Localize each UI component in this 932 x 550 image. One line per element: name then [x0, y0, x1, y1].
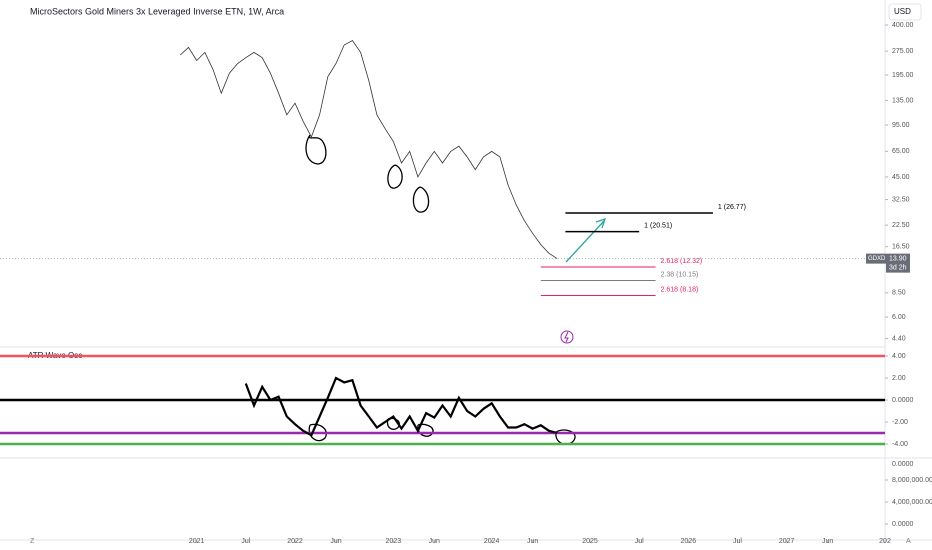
circle-mark: [412, 186, 430, 213]
x-tick-label: 2025: [582, 538, 598, 545]
y-tick-label: 275.00: [892, 48, 914, 55]
y-tick-label: 4,000,000.00: [892, 499, 932, 506]
x-tick-label: Jul: [733, 538, 742, 545]
x-tick-label: 2021: [189, 538, 205, 545]
y-tick-label: 2.00: [892, 375, 906, 382]
y-tick-label: 65.00: [892, 148, 910, 155]
series-line: [244, 376, 558, 437]
y-tick-label: 0.0000: [892, 397, 914, 404]
y-tick-label: 32.50: [892, 196, 910, 203]
fib-label: 2.618 (12.32): [661, 258, 703, 265]
series-line: [180, 39, 558, 259]
x-tick-label: Jun: [527, 538, 538, 545]
y-tick-label: 95.00: [892, 122, 910, 129]
y-tick-label: 8.50: [892, 290, 906, 297]
arrow-shaft: [565, 220, 605, 263]
lightning: [564, 331, 569, 343]
y-tick-label: 45.00: [892, 174, 910, 181]
x-tick-label: 2026: [681, 538, 697, 545]
currency-label: USD: [894, 7, 911, 16]
y-tick-label: -2.00: [892, 419, 908, 426]
y-tick-label: 0.0000: [892, 521, 914, 528]
symbol-tag: [866, 253, 886, 264]
x-tick-label: Jun: [330, 538, 341, 545]
price-label: 13.90: [889, 255, 907, 262]
fib-label: 2.38 (10.15): [661, 271, 699, 278]
circle-mark: [555, 429, 576, 445]
fib-label: 1 (20.51): [644, 222, 672, 229]
fib-label: 2.618 (8.18): [661, 286, 699, 293]
x-tick-label: 2023: [386, 538, 402, 545]
countdown-label: 3d 2h: [889, 264, 907, 271]
x-tick-label: Jun: [822, 538, 833, 545]
y-tick-label: 135.00: [892, 97, 914, 104]
corner-label: A: [906, 538, 911, 545]
x-tick-label: 2027: [779, 538, 795, 545]
corner-label: Z: [30, 538, 35, 545]
x-tick-label: 2022: [287, 538, 303, 545]
x-tick-label: Jul: [635, 538, 644, 545]
y-tick-label: 16.50: [892, 244, 910, 251]
arrow: [565, 217, 607, 263]
x-tick-label: 202: [879, 538, 891, 545]
scale-label: 0.0000: [892, 461, 914, 468]
y-tick-label: 400.00: [892, 22, 914, 29]
symbol-label: GDXD: [868, 256, 886, 262]
x-tick-label: 2024: [484, 538, 500, 545]
fib-label: 1 (26.77): [718, 204, 746, 211]
arrow-head: [595, 217, 607, 229]
y-tick-label: -4.00: [892, 441, 908, 448]
x-tick-label: Jul: [241, 538, 250, 545]
y-tick-label: 4.40: [892, 335, 906, 342]
y-tick-label: 4.00: [892, 353, 906, 360]
circle-mark: [387, 164, 403, 189]
event-icon[interactable]: [560, 330, 574, 344]
x-tick-label: Jun: [429, 538, 440, 545]
price-tag: [886, 253, 910, 273]
chart-title: MicroSectors Gold Miners 3x Leveraged In…: [30, 6, 284, 16]
y-tick-label: 195.00: [892, 72, 914, 79]
currency-button[interactable]: [888, 3, 922, 21]
y-tick-label: 6.00: [892, 314, 906, 321]
circle-mark: [305, 134, 327, 165]
y-tick-label: 22.50: [892, 222, 910, 229]
y-tick-label: 8,000,000.00: [892, 477, 932, 484]
